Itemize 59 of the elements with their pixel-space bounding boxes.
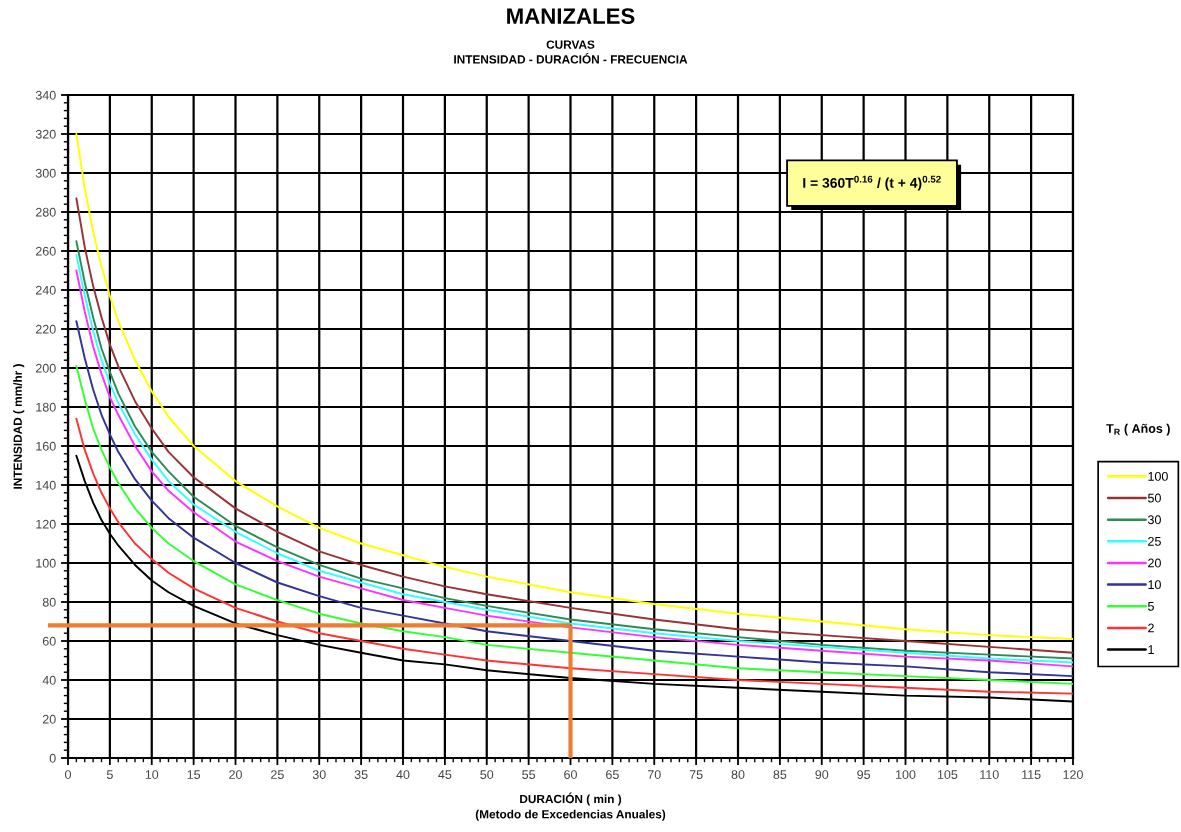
y-tick-label: 20 [42,714,56,724]
y-tick-label: 100 [36,558,56,568]
x-tick-label: 15 [187,770,201,779]
x-tick-label: 40 [396,770,410,779]
y-tick-label: 180 [36,402,56,412]
x-tick-label: 55 [522,770,536,779]
x-tick-label: 5 [106,770,113,779]
x-tick-label: 95 [857,770,871,779]
y-tick-label: 60 [42,636,56,646]
x-tick-label: 35 [354,770,368,779]
legend-label: 30 [1147,515,1161,525]
x-tick-label: 100 [896,770,916,779]
y-tick-label: 0 [49,753,56,763]
x-tick-label: 105 [937,770,958,779]
y-tick-label: 320 [35,129,56,139]
x-tick-label: 60 [564,770,577,779]
x-tick-label: 0 [65,770,71,779]
line-series [75,417,1073,695]
x-tick-label: 110 [980,770,999,779]
x-tick-label: 85 [773,770,787,779]
x-tick-label: 50 [480,770,494,779]
y-tick-label: 220 [35,324,56,334]
y-tick-label: 140 [36,480,56,490]
x-axis-title: DURACIÓN ( min ) (Metodo de Excedencias Anuales) [475,792,666,821]
x-tick-label: 30 [312,770,326,779]
legend-label: 2 [1148,623,1154,633]
x-tick-label: 90 [815,770,829,779]
legend-label: 5 [1148,602,1154,611]
legend-label: 100 [1148,471,1168,481]
y-tick-label: 240 [35,285,56,295]
y-tick-label: 260 [35,246,56,256]
annotation: I = 360T$^{0.16}$ / (t + 4)$^{0.52}$ [803,175,941,191]
y-tick-label: 160 [36,441,56,451]
y-axis-title: INTENSIDAD ( mm/hr ) [13,364,25,489]
x-tick-label: 65 [606,770,619,779]
y-tick-label: 120 [36,519,56,529]
x-tick-label: 10 [145,770,159,779]
legend-label: 50 [1148,493,1161,503]
y-tick-label: 80 [42,597,56,607]
legend-label: 20 [1148,558,1161,568]
y-tick-label: 40 [42,675,56,685]
x-tick-label: 120 [1063,770,1083,779]
x-tick-label: 75 [689,770,703,779]
x-tick-label: 25 [271,770,284,779]
chart-title: MANIZALES [507,8,635,24]
legend-title: T$_{R}$ ( Años ) [1106,423,1170,436]
chart-subtitle: CURVAS INTENSIDAD - DURACIÓN - FRECUENCIA [454,40,688,64]
legend-label: 1 [1148,645,1154,654]
x-tick-label: 45 [438,770,452,779]
y-tick-label: 340 [35,90,56,100]
x-tick-label: 80 [731,770,745,779]
legend-label: 10 [1148,580,1161,590]
x-tick-label: 20 [229,770,242,779]
y-tick-label: 280 [35,207,56,217]
x-tick-label: 70 [647,770,661,779]
y-tick-label: 300 [35,168,56,178]
y-tick-label: 200 [35,363,56,373]
x-tick-label: 115 [1022,770,1041,779]
legend-label: 25 [1148,536,1161,546]
